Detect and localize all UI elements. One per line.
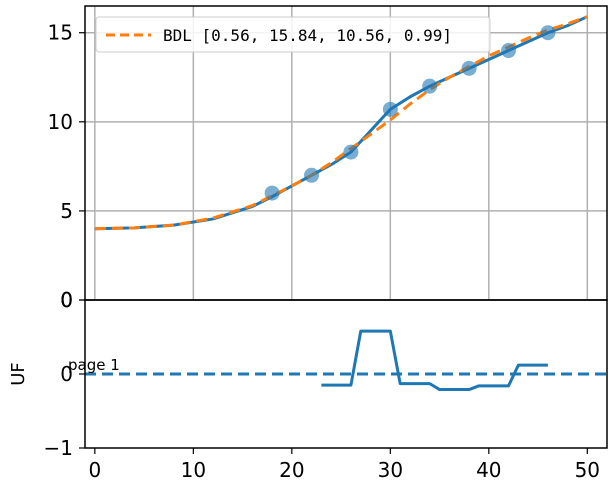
top-y-tick-label: 10 bbox=[48, 110, 73, 134]
top-y-tick-label: 0 bbox=[60, 288, 73, 312]
bottom-x-ticks: 0 10 20 30 40 50 bbox=[88, 448, 600, 482]
scatter-point bbox=[540, 25, 556, 41]
scatter-point bbox=[422, 78, 438, 94]
bottom-y-tick-label: 0 bbox=[60, 362, 73, 386]
bottom-x-tick-label: 40 bbox=[476, 458, 501, 482]
top-series bbox=[94, 15, 588, 231]
scatter-point bbox=[264, 185, 280, 201]
top-y-tick-label: 15 bbox=[48, 21, 73, 45]
bdl-fit-line bbox=[94, 15, 588, 231]
top-y-tick-label: 5 bbox=[60, 199, 73, 223]
scatter-point bbox=[382, 101, 398, 117]
scatter-point bbox=[304, 167, 320, 183]
bottom-y-ticks: −1 0 0 bbox=[44, 288, 85, 460]
bottom-x-tick-label: 0 bbox=[88, 458, 101, 482]
legend-box bbox=[95, 16, 491, 53]
bottom-y-tick-label: −1 bbox=[44, 436, 73, 460]
bottom-x-tick-label: 30 bbox=[378, 458, 403, 482]
bottom-x-tick-label: 10 bbox=[181, 458, 206, 482]
legend: BDL [0.56, 15.84, 10.56, 0.99] bbox=[95, 16, 491, 53]
bottom-annotation: page 1 bbox=[68, 356, 120, 374]
scatter-point bbox=[501, 43, 517, 59]
residual-line bbox=[321, 329, 548, 392]
scatter-point bbox=[343, 144, 359, 160]
bottom-x-tick-label: 50 bbox=[575, 458, 600, 482]
bottom-axes-frame bbox=[84, 299, 608, 449]
bottom-series bbox=[85, 329, 607, 392]
top-y-tick-label-extra: 0 bbox=[60, 288, 73, 312]
bottom-panel: −1 0 0 0 10 20 30 40 50 page 1 UF bbox=[8, 288, 608, 482]
scatter-point bbox=[461, 60, 477, 76]
bottom-y-axis-label: UF bbox=[8, 362, 29, 386]
bottom-y-tick-label: 0 bbox=[60, 288, 73, 312]
bottom-x-tick-label: 20 bbox=[279, 458, 304, 482]
legend-label-bdl: BDL [0.56, 15.84, 10.56, 0.99] bbox=[163, 26, 452, 45]
